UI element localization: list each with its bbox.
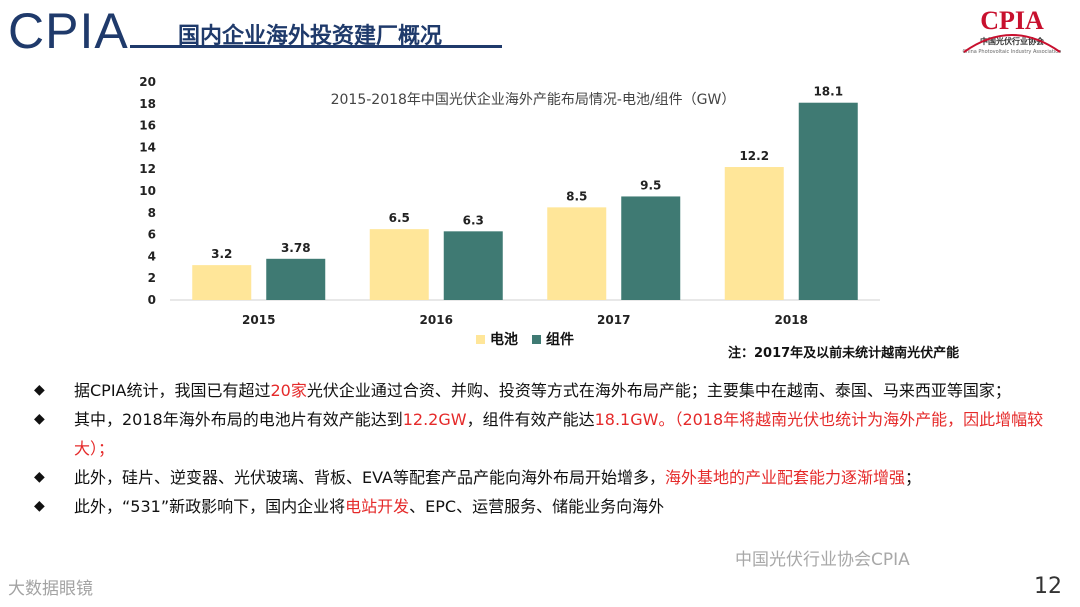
page-number: 12 [1034,574,1062,599]
highlight-text: 海外基地的产业配套能力逐渐增强 [664,468,905,487]
bullet-text: 据CPIA统计，我国已有超过20家光伏企业通过合资、并购、投资等方式在海外布局产… [74,376,1044,405]
data-label: 8.5 [566,189,587,203]
highlight-text: 18.1GW。（2018年将越南光伏也统计为海外产能，因此增幅较大）； [74,410,1044,458]
y-tick-label: 4 [148,249,156,263]
bullet-item: ◆ 据CPIA统计，我国已有超过20家光伏企业通过合资、并购、投资等方式在海外布局… [34,376,1044,405]
y-tick-label: 6 [148,228,156,242]
bar-cell-2018 [724,167,784,300]
y-tick-label: 20 [139,75,156,89]
bar-cell-2017 [547,207,607,300]
capacity-bar-chart: 2015-2018年中国光伏企业海外产能布局情况-电池/组件（GW） 0 2 4 6 8 1… [139,75,880,327]
association-name-en: China Photovoltaic Industry Association [962,49,1062,55]
title-underline [130,45,502,48]
legend-swatch-cell [476,334,485,344]
x-tick-label: 2018 [775,313,808,327]
bullet-list: ◆ 据CPIA统计，我国已有超过20家光伏企业通过合资、并购、投资等方式在海外布局… [34,376,1044,521]
plain-text: 、EPC、运营服务、储能业务向海外 [409,497,665,516]
page-title: 国内企业海外投资建厂概况 [178,24,443,49]
bar-module-2018 [798,102,858,301]
plain-text: 此外，硅片、逆变器、光伏玻璃、背板、EVA等配套产品产能向海外布局开始增多， [74,468,665,487]
data-label: 6.5 [389,211,410,225]
association-name: 中国光伏行业协会 [980,37,1044,46]
bullet-item: ◆ 此外，硅片、逆变器、光伏玻璃、背板、EVA等配套产品产能向海外布局开始增多，海… [34,463,1044,492]
legend-item-cell: 电池 [476,329,518,349]
cpia-logo: CPIA [8,3,129,59]
y-tick-label: 10 [139,184,156,198]
legend-label-module: 组件 [546,332,574,348]
watermark-left: 大数据眼镜 [8,579,93,599]
y-tick-label: 14 [139,140,156,154]
data-label: 3.78 [281,241,311,255]
plain-text: ，组件有效产能达 [466,410,595,429]
legend-swatch-module [532,334,541,344]
bullet-item: ◆ 此外，“531”新政影响下，国内企业将电站开发、EPC、运营服务、储能业务向海… [34,492,1044,521]
bar-cell-2016 [369,229,429,300]
legend-item-module: 组件 [532,329,574,349]
chart-title: 2015-2018年中国光伏企业海外产能布局情况-电池/组件（GW） [331,91,736,108]
y-tick-label: 16 [139,119,156,133]
y-tick-label: 18 [139,97,156,111]
logo-arc-icon [963,34,1061,53]
x-tick-label: 2015 [242,313,275,327]
bullet-diamond-icon: ◆ [34,382,45,398]
highlight-text: 20家 [270,381,307,400]
bullet-text: 此外，“531”新政影响下，国内企业将电站开发、EPC、运营服务、储能业务向海外 [74,492,1044,521]
bullet-text: 其中，2018年海外布局的电池片有效产能达到12.2GW，组件有效产能达18.1… [74,405,1044,463]
highlight-text: 12.2GW [402,410,467,429]
data-label: 6.3 [463,213,484,227]
bullet-diamond-icon: ◆ [34,469,45,485]
bullet-diamond-icon: ◆ [34,411,45,427]
plain-text: ； [905,468,922,487]
highlight-text: 电站开发 [345,497,410,516]
y-tick-label: 0 [148,293,156,307]
association-logo-text: CPIA [980,6,1044,35]
data-label: 3.2 [211,247,232,261]
bullet-item: ◆ 其中，2018年海外布局的电池片有效产能达到12.2GW，组件有效产能达18.… [34,405,1044,463]
plain-text: 其中，2018年海外布局的电池片有效产能达到 [74,410,403,429]
bar-module-2015 [266,258,326,300]
x-tick-label: 2016 [420,313,453,327]
data-label: 9.5 [640,178,661,192]
bar-cell-2015 [192,265,252,300]
bar-module-2016 [443,231,503,300]
plain-text: 据CPIA统计，我国已有超过 [74,381,271,400]
bullet-diamond-icon: ◆ [34,498,45,514]
watermark-right: 中国光伏行业协会CPIA [735,550,910,570]
chart-note: 注：2017年及以前未统计越南光伏产能 [728,346,960,361]
y-tick-label: 8 [148,206,156,220]
chart-legend: 电池 组件 [476,329,574,349]
association-logo: CPIA 中国光伏行业协会 China Photovoltaic Industr… [956,6,1068,64]
data-label: 18.1 [813,85,843,99]
bullet-text: 此外，硅片、逆变器、光伏玻璃、背板、EVA等配套产品产能向海外布局开始增多，海外… [74,463,1044,492]
x-tick-label: 2017 [597,313,630,327]
plain-text: 光伏企业通过合资、并购、投资等方式在海外布局产能；主要集中在越南、泰国、马来西亚… [306,381,1011,400]
data-label: 12.2 [739,149,769,163]
y-tick-label: 2 [148,271,156,285]
y-tick-label: 12 [139,162,156,176]
legend-label-cell: 电池 [490,332,518,348]
bar-module-2017 [621,196,681,300]
plain-text: 此外，“531”新政影响下，国内企业将 [74,497,346,516]
